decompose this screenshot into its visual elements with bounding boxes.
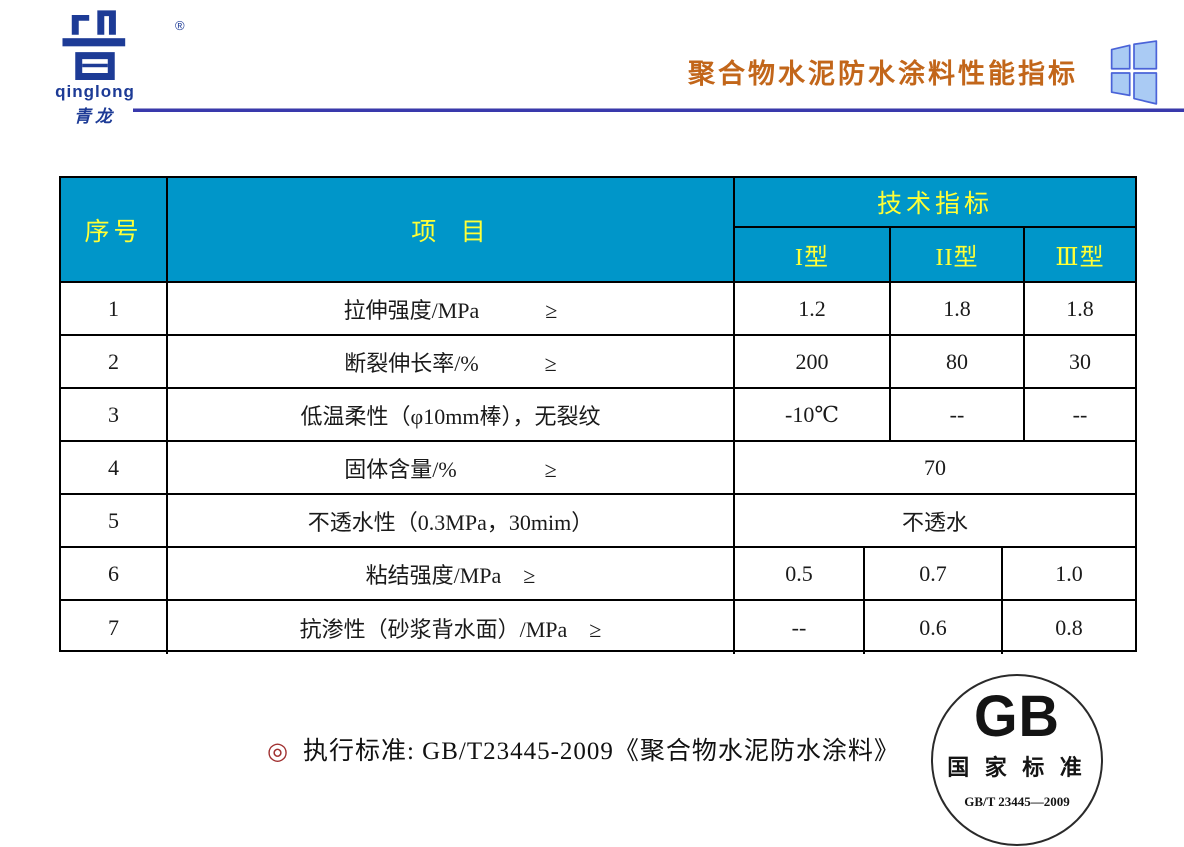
row-no: 4 (61, 442, 168, 493)
row-item: 断裂伸长率/% ≥ (168, 336, 735, 387)
row-item: 抗渗性（砂浆背水面）/MPa ≥ (168, 601, 735, 654)
table-row-2: 2 断裂伸长率/% ≥ 200 80 30 (61, 336, 1135, 389)
row-item: 拉伸强度/MPa ≥ (168, 283, 735, 334)
row-item: 不透水性（0.3MPa，30mim） (168, 495, 735, 546)
row-no: 3 (61, 389, 168, 440)
row-no: 2 (61, 336, 168, 387)
row-value-type1: -- (735, 601, 865, 654)
row-value-type1: 1.2 (735, 283, 891, 334)
header-tech-label: 技术指标 (735, 178, 1135, 228)
brand-name-cn: 青龙 (74, 107, 116, 126)
window-panes-icon (1108, 40, 1160, 106)
row-value-type2: 0.7 (865, 548, 1003, 599)
table-header: 序号 项 目 技术指标 I型 II型 Ⅲ型 (61, 178, 1135, 283)
brand-logo: ® qinglong 青龙 (30, 8, 185, 127)
header-type1: I型 (735, 228, 891, 281)
row-value-type3: 0.8 (1055, 614, 1083, 640)
row-no: 6 (61, 548, 168, 599)
header-col-item: 项 目 (168, 178, 735, 281)
brand-name-en: qinglong (55, 82, 135, 101)
row-no: 1 (61, 283, 168, 334)
table-row-6: 6 粘结强度/MPa ≥ 0.5 0.7 1.0 (61, 548, 1135, 601)
row-value-type3: 1.0 (1055, 560, 1083, 586)
row-value-merged: 不透水 (901, 509, 968, 535)
row-item: 固体含量/% ≥ (168, 442, 735, 493)
spec-table: 序号 项 目 技术指标 I型 II型 Ⅲ型 1 拉伸强度/MPa ≥ 1.2 1… (59, 176, 1137, 654)
gb-seal-number: GB/T 23445—2009 (964, 794, 1070, 809)
gb-seal-cn-label: 国 家 标 准 (947, 755, 1087, 780)
registered-mark: ® (175, 18, 185, 33)
row-value-type1: 200 (735, 336, 891, 387)
header-col-no: 序号 (61, 178, 168, 281)
logo-glyph-icon (62, 10, 126, 80)
header-tech-group: 技术指标 I型 II型 Ⅲ型 (735, 178, 1135, 281)
row-value-type3: 30 (1069, 348, 1091, 374)
row-value-type2: 0.6 (865, 601, 1003, 654)
header-divider (133, 108, 1184, 112)
row-value-type2: 1.8 (891, 283, 1025, 334)
row-item: 低温柔性（φ10mm棒），无裂纹 (168, 389, 735, 440)
header-type2: II型 (891, 228, 1025, 281)
header-type-row: I型 II型 Ⅲ型 (735, 228, 1135, 281)
page-title: 聚合物水泥防水涂料性能指标 (688, 59, 1078, 89)
gb-standard-seal: GB 国 家 标 准 GB/T 23445—2009 (931, 674, 1103, 846)
table-row-4: 4 固体含量/% ≥ 70 (61, 442, 1135, 495)
gb-seal-letters: GB (974, 682, 1060, 749)
row-value-type1: -10℃ (735, 389, 891, 440)
table-row-7: 7 抗渗性（砂浆背水面）/MPa ≥ -- 0.6 0.8 (61, 601, 1135, 654)
standard-note-text: 执行标准: GB/T23445-2009《聚合物水泥防水涂料》 (302, 738, 900, 765)
row-value-type1: 0.5 (735, 548, 865, 599)
standard-note: ◎ 执行标准: GB/T23445-2009《聚合物水泥防水涂料》 (238, 703, 900, 795)
header-type3: Ⅲ型 (1055, 245, 1105, 271)
row-value-type2: -- (891, 389, 1025, 440)
table-row-3: 3 低温柔性（φ10mm棒），无裂纹 -10℃ -- -- (61, 389, 1135, 442)
bullet-icon: ◎ (267, 739, 289, 765)
table-row-1: 1 拉伸强度/MPa ≥ 1.2 1.8 1.8 (61, 283, 1135, 336)
row-value-type3: 1.8 (1066, 295, 1094, 321)
row-value-type2: 80 (891, 336, 1025, 387)
table-row-5: 5 不透水性（0.3MPa，30mim） 不透水 (61, 495, 1135, 548)
row-item: 粘结强度/MPa ≥ (168, 548, 735, 599)
row-value-merged: 70 (924, 454, 946, 480)
qinglong-logo-icon: ® (60, 8, 185, 80)
row-value-type3: -- (1072, 401, 1088, 427)
row-no: 5 (61, 495, 168, 546)
row-no: 7 (61, 601, 168, 654)
